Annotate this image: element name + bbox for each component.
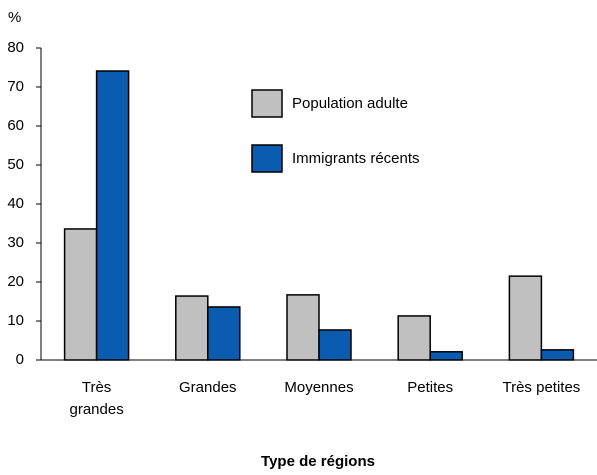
x-tick-label: Grandes: [179, 379, 237, 396]
bar: [95, 70, 130, 361]
x-tick-label: Très petites: [502, 379, 581, 396]
x-tick-label: Moyennes: [284, 379, 354, 396]
bar: [397, 315, 431, 361]
legend-swatch: [251, 89, 283, 118]
x-axis-label: Type de régions: [261, 453, 375, 470]
y-tick-label: 0: [16, 351, 24, 368]
bar: [175, 295, 209, 361]
y-tick-label: 30: [7, 234, 24, 251]
bar: [429, 351, 463, 361]
bar: [318, 329, 352, 361]
legend-swatch: [251, 144, 283, 173]
bar: [286, 294, 320, 361]
bar: [207, 306, 241, 361]
y-tick-label: 50: [7, 156, 24, 173]
y-axis-label: %: [8, 9, 21, 26]
legend-label: Immigrants récents: [292, 150, 420, 167]
bar: [63, 228, 98, 361]
x-tick-label: Très grandes: [69, 379, 124, 418]
y-tick-label: 60: [7, 117, 24, 134]
y-tick-label: 70: [7, 78, 24, 95]
legend-label: Population adulte: [292, 95, 408, 112]
bar: [540, 349, 575, 361]
y-tick-label: 80: [7, 39, 24, 56]
bar: [508, 275, 543, 361]
x-tick-label: Petites: [407, 379, 454, 396]
y-tick-label: 20: [7, 273, 24, 290]
y-tick-label: 40: [7, 195, 24, 212]
y-tick-label: 10: [7, 312, 24, 329]
